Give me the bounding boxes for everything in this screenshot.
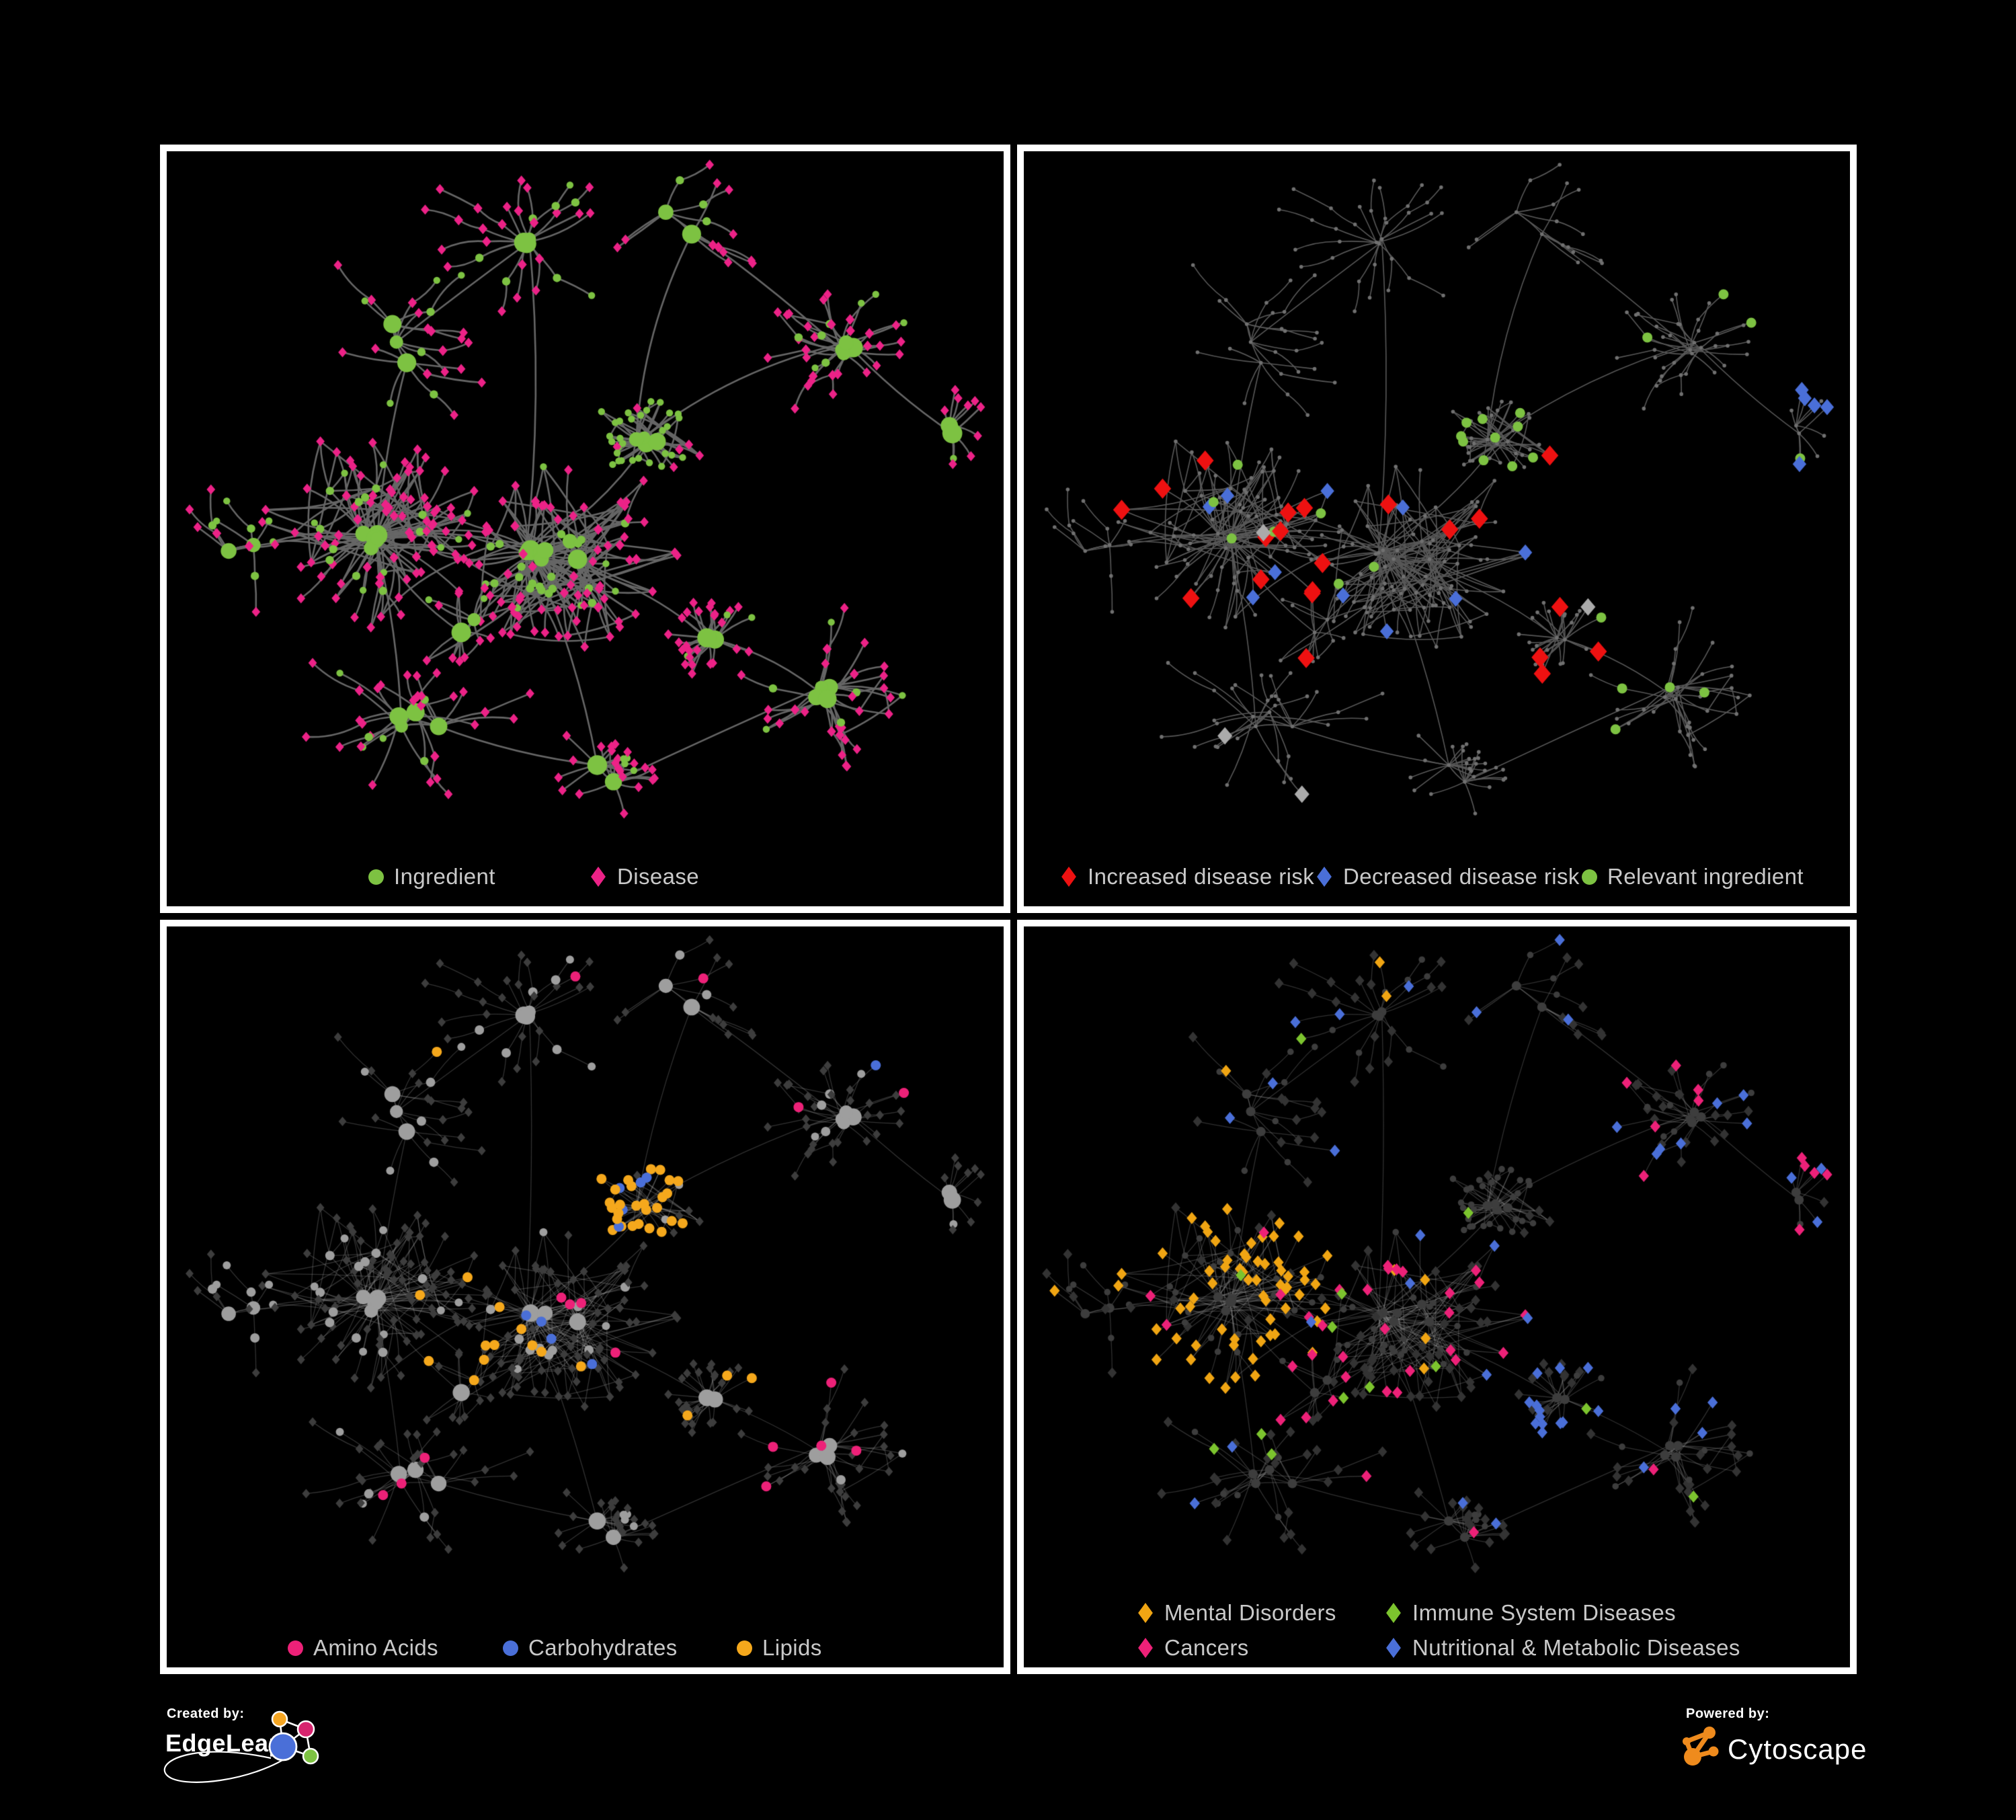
cytoscape-logo-icon [1683,1727,1719,1766]
carbohydrates-legend-marker [503,1640,518,1656]
panel-ingredient-disease: Ingredient Disease [160,145,1010,913]
created-by-label: Created by: [167,1706,245,1721]
legend-item: Carbohydrates [503,1635,678,1661]
decreased-risk-legend-marker [1317,867,1332,887]
legend-label: Relevant ingredient [1607,864,1804,889]
legend-label: Amino Acids [313,1635,438,1660]
legend-item: Mental Disorders [1137,1600,1336,1626]
legend-item: Nutritional & Metabolic Diseases [1385,1635,1740,1661]
edgeleap-orange-node [271,1710,288,1728]
panel-ingredient-classes: Amino Acids Carbohydrates Lipids [160,920,1010,1674]
edgeleap-pink-node [296,1720,315,1739]
increased-risk-legend-marker [1061,867,1076,887]
cytoscape-wordmark: Cytoscape [1728,1733,1867,1765]
amino-acids-legend-marker [288,1640,303,1656]
edgeleap-blue-node [268,1732,298,1762]
legend-item: Immune System Diseases [1385,1600,1676,1626]
ingredient-classes-network-canvas [167,926,1004,1667]
legend-item: Relevant ingredient [1582,864,1804,889]
relevant-ingredient-legend-marker [1582,869,1597,885]
disease-legend-marker [591,867,606,887]
panel-disease-classes: Mental Disorders Immune System Diseases … [1017,920,1857,1674]
ingredient-legend-marker [368,869,384,885]
legend-label: Increased disease risk [1088,864,1315,889]
legend-label: Carbohydrates [528,1635,678,1660]
legend-item: Increased disease risk [1060,864,1314,889]
legend-label: Cancers [1164,1635,1249,1660]
disease-classes-network-canvas [1024,926,1850,1667]
legend-item: Amino Acids [288,1635,438,1661]
legend-item: Lipids [737,1635,822,1661]
ingredient-disease-network-canvas [167,151,1004,906]
legend-label: Immune System Diseases [1412,1600,1677,1625]
disease-risk-network-canvas [1024,151,1850,906]
lipids-legend-marker [737,1640,752,1656]
legend-item: Cancers [1137,1635,1249,1661]
legend-label: Lipids [762,1635,822,1660]
legend-label: Disease [617,864,700,889]
legend-label: Nutritional & Metabolic Diseases [1412,1635,1740,1660]
panel-disease-risk: Increased disease risk Decreased disease… [1017,145,1857,913]
legend-item: Ingredient [368,864,495,889]
immune-system-legend-marker [1386,1603,1401,1623]
legend-item: Disease [590,864,699,889]
cancers-legend-marker [1138,1638,1153,1658]
edgeleap-green-node [302,1747,319,1765]
edgeleap-logo [163,1710,319,1783]
nutritional-metabolic-legend-marker [1386,1638,1401,1658]
mental-disorders-legend-marker [1138,1603,1153,1623]
legend-label: Ingredient [394,864,495,889]
legend-item: Decreased disease risk [1316,864,1580,889]
powered-by-label: Powered by: [1686,1706,1770,1721]
legend-label: Decreased disease risk [1343,864,1580,889]
legend-label: Mental Disorders [1164,1600,1336,1625]
